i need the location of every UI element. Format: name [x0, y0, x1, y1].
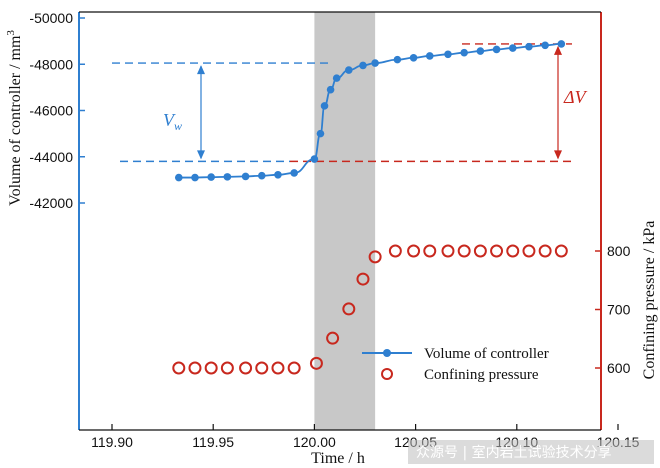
volume-data-point [557, 40, 566, 48]
dv-arrow-head-bottom [554, 150, 562, 160]
series-confining-pressure [172, 244, 568, 375]
vw-label-main: V [163, 110, 176, 130]
volume-data-point [508, 44, 517, 52]
pressure-data-point [473, 244, 487, 258]
vw-label-subscript: w [174, 119, 182, 133]
volume-data-point [223, 173, 232, 181]
x-tick-label: 119.95 [192, 434, 234, 450]
volume-data-point [541, 41, 549, 50]
x-axis-title: Time / h [311, 450, 365, 467]
vw-arrow-head-bottom [197, 150, 205, 160]
pressure-data-point [255, 361, 269, 375]
legend-volume-marker [383, 349, 391, 357]
pressure-data-point [457, 244, 471, 258]
pressure-data-point [342, 302, 356, 316]
legend: Volume of controller Confining pressure [362, 346, 549, 383]
volume-data-point [425, 52, 434, 60]
axes [78, 11, 602, 431]
pressure-data-point [188, 361, 202, 375]
right-axis-ticks: 600 700 800 [595, 243, 631, 376]
volume-data-point [332, 74, 341, 82]
volume-data-point [316, 129, 325, 138]
pressure-data-point [538, 244, 552, 258]
volume-data-point [320, 102, 329, 110]
legend-volume-label: Volume of controller [424, 346, 549, 362]
pressure-data-point [172, 361, 186, 375]
annotations: Vw ΔV [112, 43, 588, 163]
right-tick-label: 700 [607, 302, 631, 318]
pressure-data-point [490, 244, 504, 258]
right-tick-label: 800 [607, 243, 631, 259]
volume-data-point [241, 172, 250, 181]
left-tick-label: -50000 [29, 10, 73, 26]
volume-data-point [274, 170, 282, 179]
pressure-data-point [220, 361, 234, 375]
pressure-data-point [204, 361, 218, 375]
vw-label: Vw [163, 110, 182, 133]
volume-data-point [191, 173, 199, 182]
pressure-data-point [239, 361, 253, 375]
volume-data-point [460, 48, 468, 57]
left-axis-ticks: -50000 -48000 -46000 -44000 -42000 [29, 10, 85, 211]
volume-data-point [444, 50, 452, 59]
pressure-data-point [441, 244, 455, 258]
left-tick-label: -46000 [29, 103, 73, 119]
volume-data-point [174, 173, 183, 182]
volume-data-point [476, 47, 485, 55]
left-axis-title-text: Volume of controller / mm [7, 35, 24, 206]
dv-arrow-head-top [554, 45, 562, 55]
x-tick-label: 120.00 [293, 434, 336, 450]
pressure-data-point [309, 356, 323, 370]
pressure-data-point [407, 244, 421, 258]
watermark-background [408, 440, 654, 464]
pressure-data-point [423, 244, 437, 258]
pressure-data-point [554, 244, 568, 258]
volume-data-point [207, 173, 215, 181]
right-axis-title: Confining pressure / kPa [641, 221, 658, 380]
x-tick-label: 119.90 [91, 434, 133, 450]
pressure-data-point [287, 361, 301, 375]
dv-label: ΔV [563, 87, 588, 107]
left-tick-label: -44000 [29, 149, 73, 165]
pressure-data-point [522, 244, 536, 258]
volume-data-point [359, 61, 367, 70]
volume-data-point [290, 169, 298, 177]
pressure-data-point [368, 250, 382, 264]
pressure-data-point [326, 331, 340, 345]
volume-data-point [409, 53, 418, 62]
pressure-data-point [356, 272, 370, 286]
volume-data-point [371, 59, 379, 67]
watermark-text: 众源号 | 室内岩土试验技术分享 [416, 444, 612, 461]
pressure-data-point [506, 244, 520, 258]
volume-data-point [310, 155, 319, 163]
pressure-data-point [271, 361, 285, 375]
volume-data-point [326, 85, 335, 94]
left-axis-title: Volume of controller / mm3 [5, 30, 24, 206]
left-axis-title-superscript: 3 [5, 30, 17, 36]
volume-data-point [393, 55, 402, 64]
left-tick-label: -42000 [29, 195, 73, 211]
volume-data-point [257, 171, 266, 180]
series-volume-of-controller [174, 40, 566, 182]
legend-pressure-label: Confining pressure [424, 367, 539, 383]
vw-arrow-head-top [197, 65, 205, 75]
transition-shaded-region [314, 12, 376, 430]
pressure-data-point [388, 244, 402, 258]
left-tick-label: -48000 [29, 56, 73, 72]
right-tick-label: 600 [607, 360, 631, 376]
volume-data-point [525, 42, 533, 51]
volume-data-point [345, 66, 353, 74]
legend-pressure-marker [381, 368, 393, 380]
volume-data-point [492, 45, 501, 54]
